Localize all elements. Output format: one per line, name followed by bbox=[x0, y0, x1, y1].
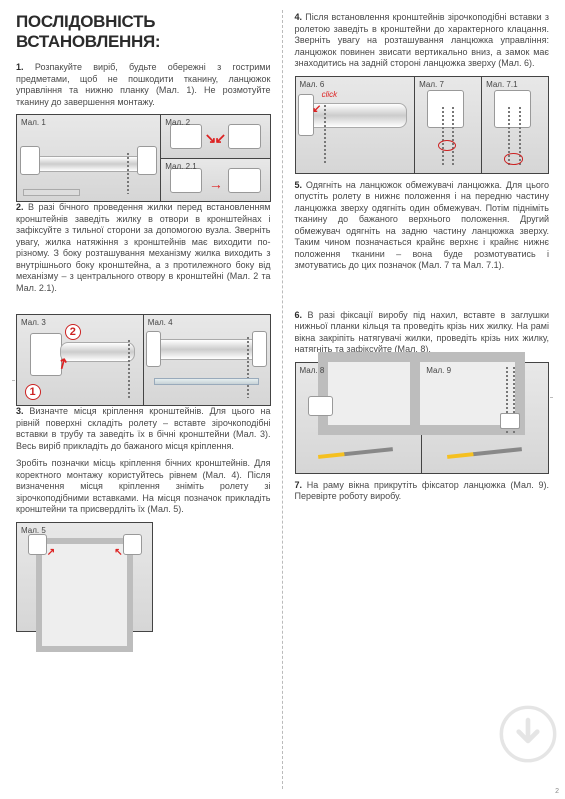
step-7-text: 7. На раму вікна прикрутіть фіксатор лан… bbox=[295, 480, 550, 503]
step-5-text: 5. Одягніть на ланцюжок обмежувачі ланцю… bbox=[295, 180, 550, 272]
step-7-num: 7. bbox=[295, 480, 303, 490]
click-label: click bbox=[322, 90, 338, 99]
figure-3-art: 1 2 ↗ bbox=[17, 315, 143, 405]
fig-row-1-2: Мал. 1 Мал. 2 ↘ ↙ bbox=[16, 114, 271, 202]
page-number: 2 bbox=[555, 788, 559, 795]
figure-2-label: Мал. 2 bbox=[165, 118, 190, 127]
step-5-body: Одягніть на ланцюжок обмежувачі ланцюжка… bbox=[295, 180, 550, 271]
step-7-body: На раму вікна прикрутіть фіксатор ланцюж… bbox=[295, 480, 550, 502]
figure-1-label: Мал. 1 bbox=[21, 118, 46, 127]
figure-6: Мал. 6 click ↙ bbox=[295, 76, 416, 174]
figure-5-label: Мал. 5 bbox=[21, 526, 46, 535]
step-1-body: Розпакуйте виріб, будьте обережні з гост… bbox=[16, 62, 271, 107]
step-1-text: 1. Розпакуйте виріб, будьте обережні з г… bbox=[16, 62, 271, 108]
page-title: ПОСЛІДОВНІСТЬ ВСТАНОВЛЕННЯ: bbox=[16, 12, 271, 52]
figure-4-label: Мал. 4 bbox=[148, 318, 173, 327]
figure-8: Мал. 8 bbox=[295, 362, 423, 474]
page: ПОСЛІДОВНІСТЬ ВСТАНОВЛЕННЯ: 1. Розпакуйт… bbox=[0, 0, 565, 799]
figure-7-1-art bbox=[482, 77, 548, 173]
right-column: 4. Після встановлення кронштейнів зірочк… bbox=[283, 0, 565, 799]
figure-6-label: Мал. 6 bbox=[300, 80, 325, 89]
figure-7-label: Мал. 7 bbox=[419, 80, 444, 89]
figure-5-art: ↗ ↖ bbox=[17, 523, 152, 631]
step-3-num: 3. bbox=[16, 406, 24, 416]
step-2-num: 2. bbox=[16, 202, 24, 212]
figure-3-label: Мал. 3 bbox=[21, 318, 46, 327]
figure-9-label: Мал. 9 bbox=[426, 366, 451, 375]
step-4-num: 4. bbox=[295, 12, 303, 22]
figure-1-art bbox=[17, 115, 160, 201]
figure-7-1-label: Мал. 7.1 bbox=[486, 80, 517, 89]
figure-7-art bbox=[415, 77, 481, 173]
step-3-body-a: Визначте місця кріплення кронштейнів. Дл… bbox=[16, 406, 271, 451]
step-3-text-b: Зробіть позначки місць кріплення бічних … bbox=[16, 458, 271, 516]
watermark-icon bbox=[499, 705, 557, 763]
figure-8-art bbox=[296, 363, 422, 473]
figure-5: Мал. 5 ↗ ↖ bbox=[16, 522, 153, 632]
figure-9: Мал. 9 bbox=[421, 362, 549, 474]
figure-2: Мал. 2 ↘ ↙ bbox=[160, 114, 270, 159]
figure-6-art: click ↙ bbox=[296, 77, 415, 173]
step-2-text: 2. В разі бічного проведення жилки перед… bbox=[16, 202, 271, 294]
fig-row-6-7: Мал. 6 click ↙ Мал. 7 М bbox=[295, 76, 550, 174]
figure-7-1: Мал. 7.1 bbox=[481, 76, 549, 174]
figure-9-art bbox=[422, 363, 548, 473]
step-4-body: Після встановлення кронштейнів зірочкопо… bbox=[295, 12, 550, 68]
left-column: ПОСЛІДОВНІСТЬ ВСТАНОВЛЕННЯ: 1. Розпакуйт… bbox=[0, 0, 283, 799]
step-2-body: В разі бічного проведення жилки перед вс… bbox=[16, 202, 271, 293]
step-6-body: В разі фіксації виробу під нахил, вставт… bbox=[295, 310, 550, 355]
step-5-num: 5. bbox=[295, 180, 303, 190]
fig-row-3-4: Мал. 3 1 2 ↗ Мал. 4 bbox=[16, 314, 271, 406]
figure-2-1-label: Мал. 2.1 bbox=[165, 162, 196, 171]
step-3-text: 3. Визначте місця кріплення кронштейнів.… bbox=[16, 406, 271, 452]
figure-4-art bbox=[144, 315, 270, 405]
step-6-text: 6. В разі фіксації виробу під нахил, вст… bbox=[295, 310, 550, 356]
figure-3: Мал. 3 1 2 ↗ bbox=[16, 314, 144, 406]
figure-2-1: Мал. 2.1 → bbox=[160, 158, 270, 203]
figure-1: Мал. 1 bbox=[16, 114, 161, 202]
fig-row-8-9: Мал. 8 Мал. 9 bbox=[295, 362, 550, 474]
figure-4: Мал. 4 bbox=[143, 314, 271, 406]
figure-7: Мал. 7 bbox=[414, 76, 482, 174]
step-6-num: 6. bbox=[295, 310, 303, 320]
step-1-num: 1. bbox=[16, 62, 24, 72]
step-4-text: 4. Після встановлення кронштейнів зірочк… bbox=[295, 12, 550, 70]
figure-8-label: Мал. 8 bbox=[300, 366, 325, 375]
